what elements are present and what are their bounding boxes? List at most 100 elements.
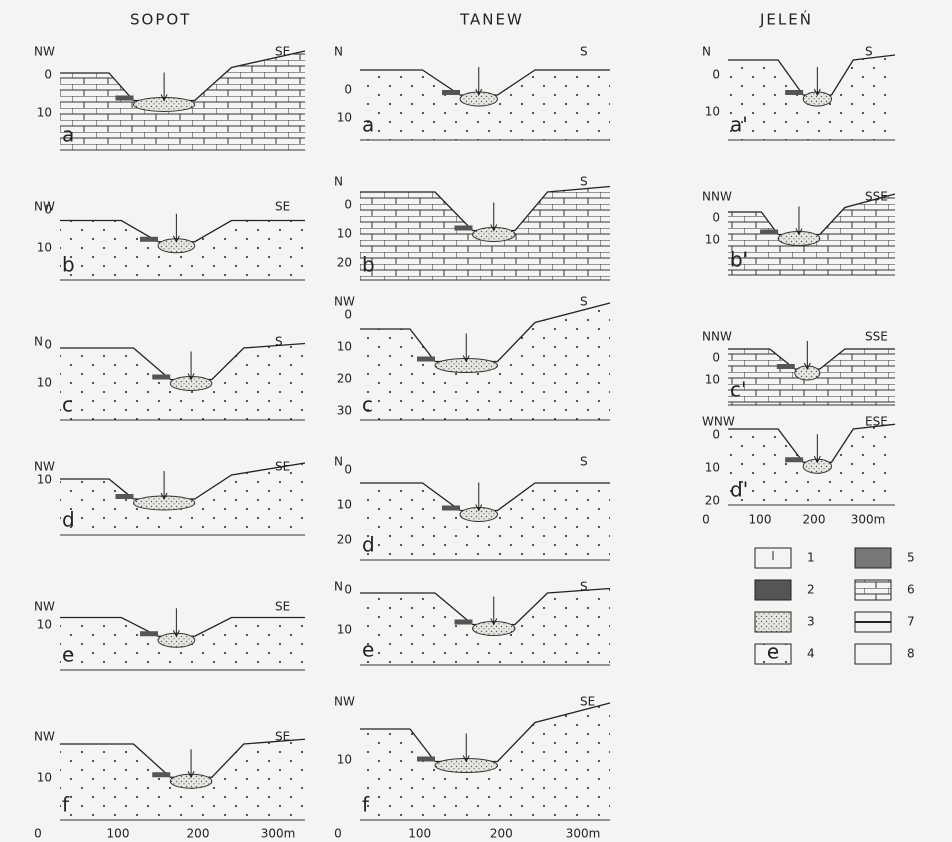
depth-label: 10: [337, 111, 352, 125]
section: NNWSSEc'010: [702, 330, 895, 406]
peat: [417, 357, 435, 362]
panel-letter: d: [62, 508, 75, 532]
depth-label: 10: [337, 753, 352, 767]
peat: [760, 230, 778, 235]
left-direction: N: [34, 335, 43, 349]
arrow: [476, 67, 482, 95]
arrow: [804, 341, 810, 369]
distance-label: 0: [702, 513, 710, 527]
distance-label: 200: [803, 513, 826, 527]
column-title: TANEW: [459, 11, 524, 29]
arrow: [188, 749, 194, 777]
panel-letter: a': [730, 113, 748, 137]
depth-label: 10: [705, 233, 720, 247]
left-direction: WNW: [702, 415, 735, 429]
distance-label: 300m: [851, 513, 886, 527]
arrow: [161, 471, 167, 499]
right-direction: S: [580, 295, 588, 309]
depth-label: 0: [712, 211, 720, 225]
left-direction: N: [702, 45, 711, 59]
right-direction: S: [580, 45, 588, 59]
peat: [455, 226, 473, 231]
peat: [140, 631, 158, 636]
legend-swatch: [755, 612, 791, 632]
peat: [116, 494, 134, 499]
section: NWSEf10: [34, 730, 305, 821]
right-direction: S: [580, 175, 588, 189]
depth-label: 0: [712, 428, 720, 442]
depth-label: 0: [344, 463, 352, 477]
depth-label: 0: [344, 583, 352, 597]
right-direction: SSE: [865, 190, 888, 204]
depth-label: 10: [337, 340, 352, 354]
panel-letter: c': [730, 378, 747, 402]
depth-label: 0: [44, 203, 52, 217]
panel-letter: b: [62, 253, 75, 277]
depth-label: 10: [37, 473, 52, 487]
peat: [455, 620, 473, 625]
depth-label: 20: [337, 256, 352, 270]
depth-label: 10: [705, 105, 720, 119]
depth-label: 10: [705, 373, 720, 387]
right-direction: SE: [580, 695, 595, 709]
column-title: JELEŃ: [759, 10, 813, 29]
distance-label: 100: [408, 827, 431, 841]
right-direction: SE: [275, 730, 290, 744]
arrow: [188, 352, 194, 380]
peat: [442, 90, 460, 95]
left-direction: NW: [34, 45, 55, 59]
left-direction: NW: [334, 295, 355, 309]
right-direction: SE: [275, 460, 290, 474]
legend: 12345678e: [755, 548, 915, 664]
right-direction: SE: [275, 200, 290, 214]
left-direction: N: [334, 455, 343, 469]
right-direction: SE: [275, 45, 290, 59]
right-direction: SSE: [865, 330, 888, 344]
panel-letter: e: [62, 643, 74, 667]
right-direction: S: [275, 335, 283, 349]
arrow: [173, 214, 179, 242]
depth-label: 10: [337, 623, 352, 637]
arrow: [491, 597, 497, 625]
panel-letter: c: [362, 393, 373, 417]
right-direction: S: [580, 455, 588, 469]
legend-sample-letter: e: [767, 640, 779, 664]
depth-label: 0: [344, 83, 352, 97]
left-direction: NW: [34, 460, 55, 474]
legend-swatch: [855, 548, 891, 568]
left-direction: N: [334, 175, 343, 189]
depth-label: 0: [344, 308, 352, 322]
legend-number: 3: [807, 615, 815, 629]
arrow: [476, 483, 482, 511]
left-direction: NNW: [702, 190, 732, 204]
legend-number: 4: [807, 647, 815, 661]
panel-letter: b': [730, 248, 748, 272]
arrow: [814, 434, 820, 462]
panel-letter: e: [362, 638, 374, 662]
panel-letter: f: [362, 793, 370, 817]
section: NNW SSE b' 0 10: [702, 190, 895, 276]
arrow: [173, 608, 179, 636]
depth-label: 0: [344, 198, 352, 212]
panel-letter: d: [362, 533, 375, 557]
peat: [140, 237, 158, 242]
distance-label: 200: [187, 827, 210, 841]
depth-label: 10: [337, 498, 352, 512]
arrow: [463, 334, 469, 362]
section: NW SE d 10: [34, 460, 305, 536]
panel-letter: f: [62, 793, 70, 817]
distance-label: 300m: [566, 827, 601, 841]
depth-label: 10: [37, 241, 52, 255]
right-direction: S: [580, 580, 588, 594]
panel-letter: a: [62, 123, 74, 147]
peat: [116, 96, 134, 101]
peat: [442, 506, 460, 511]
distance-label: 0: [334, 827, 342, 841]
